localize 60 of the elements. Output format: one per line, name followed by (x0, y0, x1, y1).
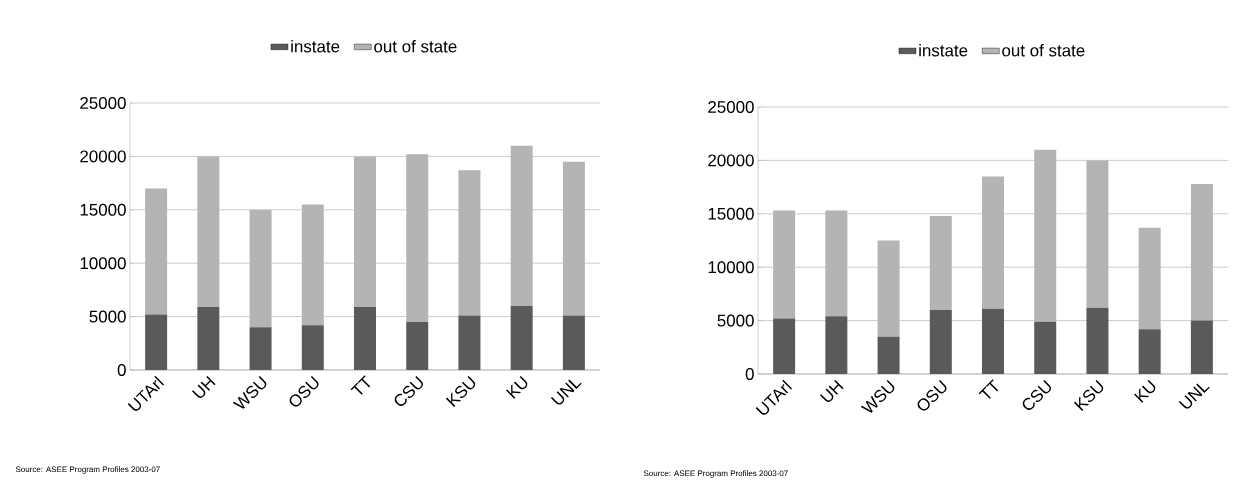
legend-label: out of state (374, 40, 457, 53)
x-tick-label: KU (506, 375, 528, 399)
bar (145, 314, 168, 370)
y-tick-label: 10000 (80, 257, 126, 270)
y-tick-label: 25000 (708, 100, 754, 113)
x-tick-label: UH (191, 375, 216, 398)
x-tick-label: KU (1134, 379, 1156, 403)
y-tick-label: 20000 (708, 154, 754, 167)
y-tick-label: 5000 (89, 310, 126, 323)
y-tick-label: 0 (117, 363, 126, 376)
bar (510, 305, 533, 370)
bar (562, 315, 585, 370)
bar (982, 308, 1005, 374)
bar (1034, 321, 1057, 374)
bar (562, 161, 585, 316)
bar (1138, 227, 1161, 330)
bar (406, 154, 429, 322)
legend-label: out of state (1002, 44, 1085, 57)
bar (1086, 160, 1109, 308)
bar (1190, 183, 1213, 321)
x-tick-label: UNL (550, 379, 582, 405)
bar (301, 325, 324, 370)
bar (773, 210, 796, 319)
bar (458, 170, 481, 316)
bar (773, 318, 796, 374)
bar (1086, 307, 1109, 374)
bar (929, 309, 952, 374)
x-tick-label: TT (350, 375, 371, 395)
y-tick-label: 15000 (80, 203, 126, 216)
bar (197, 156, 220, 307)
bar (406, 321, 429, 370)
y-tick-label: 25000 (80, 96, 126, 109)
y-tick-label: 20000 (80, 150, 126, 163)
bar (877, 240, 900, 337)
bar (197, 306, 220, 370)
bar (145, 188, 168, 315)
y-tick-label: 15000 (708, 207, 754, 220)
bar (1190, 320, 1213, 374)
bar (301, 204, 324, 326)
legend-label: instate (919, 44, 968, 57)
y-tick-label: 5000 (717, 314, 754, 327)
y-tick-label: 0 (745, 367, 754, 380)
x-tick-label: UH (819, 379, 844, 402)
x-tick-label: UNL (1178, 383, 1210, 409)
bar (1138, 329, 1161, 374)
bar (354, 156, 377, 307)
bar (877, 336, 900, 374)
bar (982, 176, 1005, 309)
bar (249, 209, 272, 328)
y-tick-label: 10000 (708, 261, 754, 274)
bar (510, 145, 533, 306)
bar (458, 315, 481, 370)
bar (825, 210, 848, 317)
legend-label: instate (291, 40, 340, 53)
bar (1034, 149, 1057, 322)
bar (249, 327, 272, 370)
bar (354, 306, 377, 370)
x-tick-label: TT (978, 379, 999, 399)
bar (825, 316, 848, 374)
bar (929, 215, 952, 310)
